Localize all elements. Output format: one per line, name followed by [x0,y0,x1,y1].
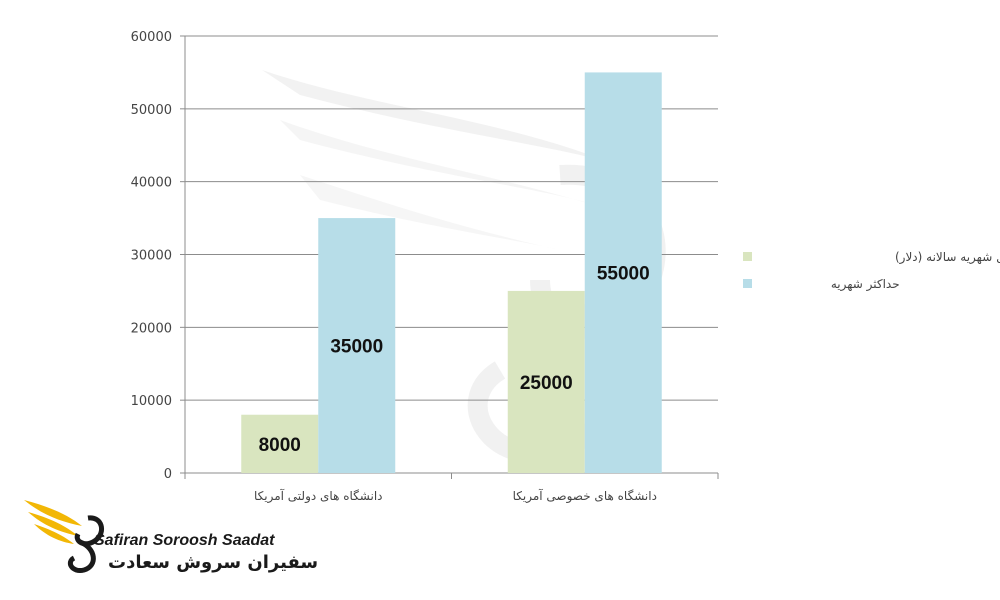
legend-label: حداقل شهریه سالانه (دلار) [895,250,1000,265]
x-category-label: دانشگاه های دولتی آمریکا [254,488,383,504]
y-tick-label: 0 [164,467,172,482]
bar [507,290,585,473]
wing-icon [24,500,105,573]
bar [241,414,319,473]
y-tick-label: 30000 [131,249,172,264]
x-category-label: دانشگاه های خصوصی آمریکا [513,488,657,504]
data-label: 35000 [330,337,383,358]
legend-label: حداکثر شهریه [831,277,900,292]
y-tick-label: 10000 [131,394,172,409]
y-tick-label: 20000 [131,321,172,336]
brand-name-fa: سفیران سروش سعادت [108,552,319,573]
company-logo: Safiran Soroosh Saadat سفیران سروش سعادت [22,496,318,586]
bar [584,72,662,474]
brand-name-en: Safiran Soroosh Saadat [94,532,275,549]
y-tick-label: 60000 [131,30,172,45]
legend-swatch [743,252,752,261]
plot-area: 0 10000 20000 30000 40000 50000 60000 دانشگاه ه… [131,30,719,504]
y-tick-label: 40000 [131,176,172,191]
legend: حداقل شهریه سالانه (دلار) حداکثر شهریه [743,250,1000,292]
y-tick-label: 50000 [131,103,172,118]
data-label: 8000 [259,435,301,456]
data-label: 25000 [520,373,573,394]
data-label: 55000 [597,264,650,285]
bar [318,218,396,473]
legend-swatch [743,279,752,288]
